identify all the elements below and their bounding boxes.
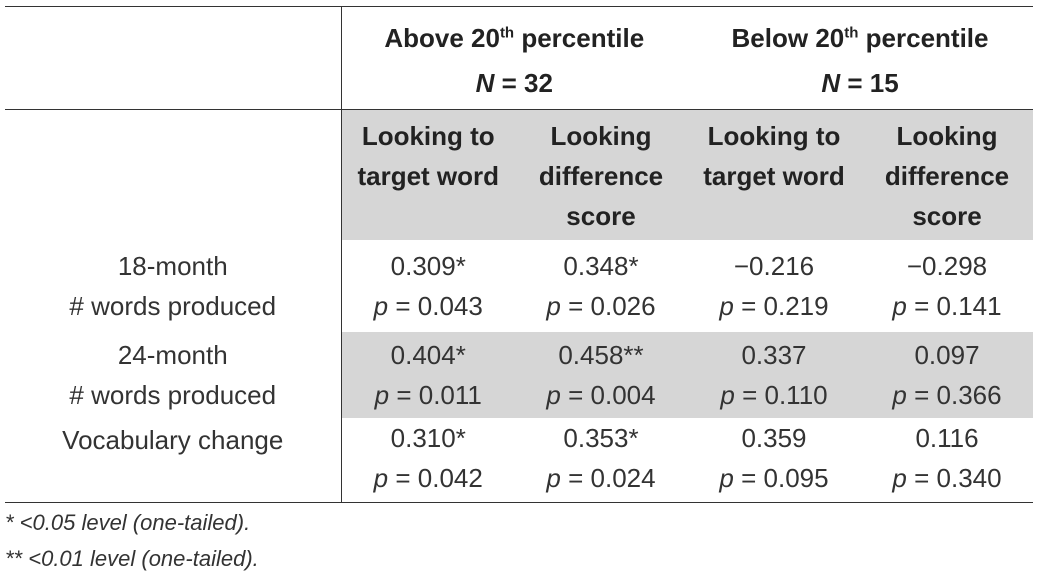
table-cell: 0.359 p = 0.095 — [687, 418, 861, 503]
subheader-looking-target-above: Looking to target word — [340, 109, 515, 240]
group-title-below: Below 20th percentile — [687, 6, 1034, 63]
corner-cell — [5, 6, 341, 63]
table-cell: 0.348* p = 0.026 — [546, 251, 656, 321]
table-cell: 0.116 p = 0.340 — [861, 418, 1034, 503]
table-cell: 0.309* p = 0.043 — [340, 240, 515, 332]
table-cell: 0.404* p = 0.011 — [340, 332, 515, 418]
row-label: Vocabulary change — [5, 418, 341, 503]
corner-cell-2 — [5, 63, 341, 110]
table-row: Vocabulary change 0.310* p = 0.042 0.353… — [5, 418, 1034, 503]
subheader-difference-score-below: Looking difference score — [861, 109, 1034, 240]
row-label: 24-month # words produced — [5, 332, 341, 418]
table-cell: 0.337 p = 0.110 — [687, 332, 861, 418]
subheader-row: Looking to target word Looking difference s… — [5, 109, 1034, 240]
group-title-above: Above 20th percentile — [340, 6, 687, 63]
group-n-above: N = 32 — [340, 63, 687, 110]
table-cell: 0.458** p = 0.004 — [515, 332, 687, 418]
table-cell: −0.216 p = 0.219 — [719, 251, 829, 321]
table-row: 18-month # words produced 0.309* p = 0.04… — [5, 240, 1033, 332]
subheader-difference-score-above: Looking difference score — [515, 109, 687, 240]
row-label: 18-month # words produced — [69, 251, 277, 321]
table-cell: 0.097 p = 0.366 — [861, 332, 1034, 418]
footnote-single-star: * <0.05 level (one-tailed). — [5, 510, 251, 535]
group-title-row: Above 20th percentile Below 20th percent… — [5, 6, 1034, 63]
group-n-below: N = 15 — [821, 67, 899, 98]
group-n-row: N = 32 N = 15 — [5, 63, 1033, 110]
subheader-looking-target-below: Looking to target word — [687, 109, 861, 240]
table-cell: 0.353* p = 0.024 — [515, 418, 687, 503]
table-cell: −0.298 p = 0.141 — [892, 251, 1002, 321]
table-row: 24-month # words produced 0.404* p = 0.01… — [5, 332, 1034, 418]
correlation-table: Above 20th percentile Below 20th percent… — [5, 6, 1034, 503]
table-cell: 0.310* p = 0.042 — [340, 418, 515, 503]
footnote-double-star: ** <0.01 level (one-tailed). — [5, 546, 259, 571]
subheader-blank — [5, 109, 341, 240]
